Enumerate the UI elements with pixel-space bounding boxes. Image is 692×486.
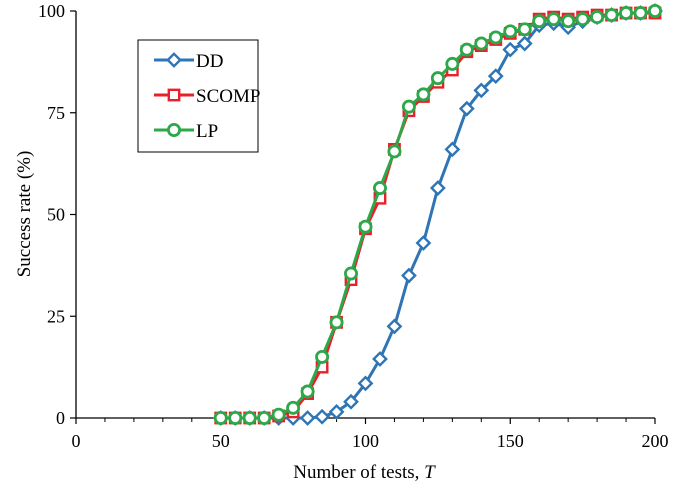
data-point-dd bbox=[386, 318, 403, 335]
y-ticks: 0 25 50 75 100 bbox=[38, 1, 76, 428]
data-point-dd bbox=[458, 100, 475, 117]
data-point-lp bbox=[488, 30, 503, 45]
data-point-dd bbox=[429, 180, 446, 196]
series-layer bbox=[212, 3, 663, 426]
data-point-lp bbox=[561, 14, 576, 29]
x-tick-label: 0 bbox=[72, 431, 81, 451]
series-scomp bbox=[214, 6, 662, 425]
legend-label-scomp: SCOMP bbox=[196, 86, 260, 107]
legend-marker-dd bbox=[166, 52, 182, 68]
data-point-dd bbox=[516, 35, 533, 52]
y-tick-label: 100 bbox=[38, 1, 65, 21]
data-point-dd bbox=[487, 68, 504, 85]
data-point-lp bbox=[416, 87, 431, 102]
legend-item-dd: DD bbox=[154, 51, 223, 72]
legend-item-lp: LP bbox=[154, 121, 218, 142]
data-point-dd bbox=[343, 393, 359, 410]
data-point-lp bbox=[329, 315, 344, 330]
data-point-lp bbox=[430, 71, 445, 86]
data-point-dd bbox=[401, 267, 417, 284]
axes: 0 50 100 150 200 0 25 50 75 100 bbox=[38, 1, 669, 451]
data-point-lp bbox=[445, 56, 460, 71]
data-point-lp bbox=[358, 219, 373, 234]
data-point-lp bbox=[401, 99, 416, 114]
y-axis-title: Success rate (%) bbox=[14, 151, 35, 278]
data-point-dd bbox=[299, 410, 316, 426]
data-point-dd bbox=[473, 82, 490, 99]
data-point-dd bbox=[444, 141, 461, 158]
data-point-lp bbox=[517, 22, 532, 37]
data-point-lp bbox=[590, 10, 605, 25]
y-tick-label: 50 bbox=[47, 205, 65, 225]
data-point-lp bbox=[474, 36, 489, 51]
legend-marker-scomp bbox=[167, 88, 181, 102]
data-point-lp bbox=[257, 410, 272, 425]
data-point-lp bbox=[532, 14, 547, 29]
data-point-lp bbox=[604, 8, 619, 23]
data-point-lp bbox=[633, 6, 648, 21]
data-point-lp bbox=[459, 42, 474, 57]
y-tick-label: 0 bbox=[56, 408, 65, 428]
data-point-lp bbox=[344, 266, 359, 281]
data-point-lp bbox=[575, 12, 590, 27]
legend-label-lp: LP bbox=[196, 121, 218, 142]
data-point-lp bbox=[503, 24, 518, 39]
data-point-lp bbox=[286, 400, 301, 415]
x-tick-label: 100 bbox=[352, 431, 379, 451]
x-tick-label: 50 bbox=[212, 431, 230, 451]
data-point-dd bbox=[372, 351, 388, 367]
data-point-dd bbox=[502, 41, 519, 58]
data-point-dd bbox=[328, 403, 345, 420]
x-axis-title: Number of tests, T bbox=[293, 462, 436, 483]
data-point-dd bbox=[357, 375, 374, 392]
legend-label-dd: DD bbox=[196, 51, 223, 72]
data-point-lp bbox=[619, 6, 634, 21]
data-point-lp bbox=[213, 410, 228, 425]
data-point-lp bbox=[372, 181, 387, 196]
y-tick-label: 75 bbox=[47, 103, 65, 123]
data-point-lp bbox=[300, 384, 315, 399]
series-lp bbox=[213, 4, 663, 425]
data-point-lp bbox=[315, 349, 330, 364]
data-point-lp bbox=[648, 4, 663, 18]
data-point-lp bbox=[228, 410, 243, 425]
data-point-dd bbox=[415, 235, 432, 251]
data-point-dd bbox=[314, 408, 330, 425]
legend-items: DD SCOMP LP bbox=[154, 51, 260, 142]
x-axis-title-text: Number of tests, bbox=[293, 462, 424, 483]
x-ticks: 0 50 100 150 200 bbox=[72, 418, 669, 451]
x-axis-title-variable: T bbox=[424, 462, 436, 483]
series-dd bbox=[212, 3, 663, 426]
y-tick-label: 25 bbox=[47, 306, 65, 326]
legend: DD SCOMP LP bbox=[137, 39, 260, 153]
legend-item-scomp: SCOMP bbox=[154, 86, 260, 107]
x-tick-label: 150 bbox=[497, 431, 524, 451]
data-point-lp bbox=[242, 410, 257, 425]
data-point-lp bbox=[271, 407, 286, 422]
x-tick-label: 200 bbox=[642, 431, 669, 451]
legend-marker-lp bbox=[166, 123, 181, 138]
data-point-lp bbox=[387, 144, 402, 159]
data-point-lp bbox=[546, 12, 561, 27]
